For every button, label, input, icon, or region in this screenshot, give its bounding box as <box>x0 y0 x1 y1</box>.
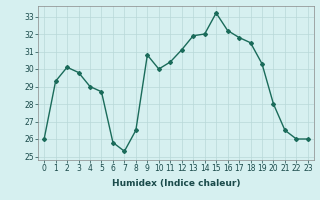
X-axis label: Humidex (Indice chaleur): Humidex (Indice chaleur) <box>112 179 240 188</box>
